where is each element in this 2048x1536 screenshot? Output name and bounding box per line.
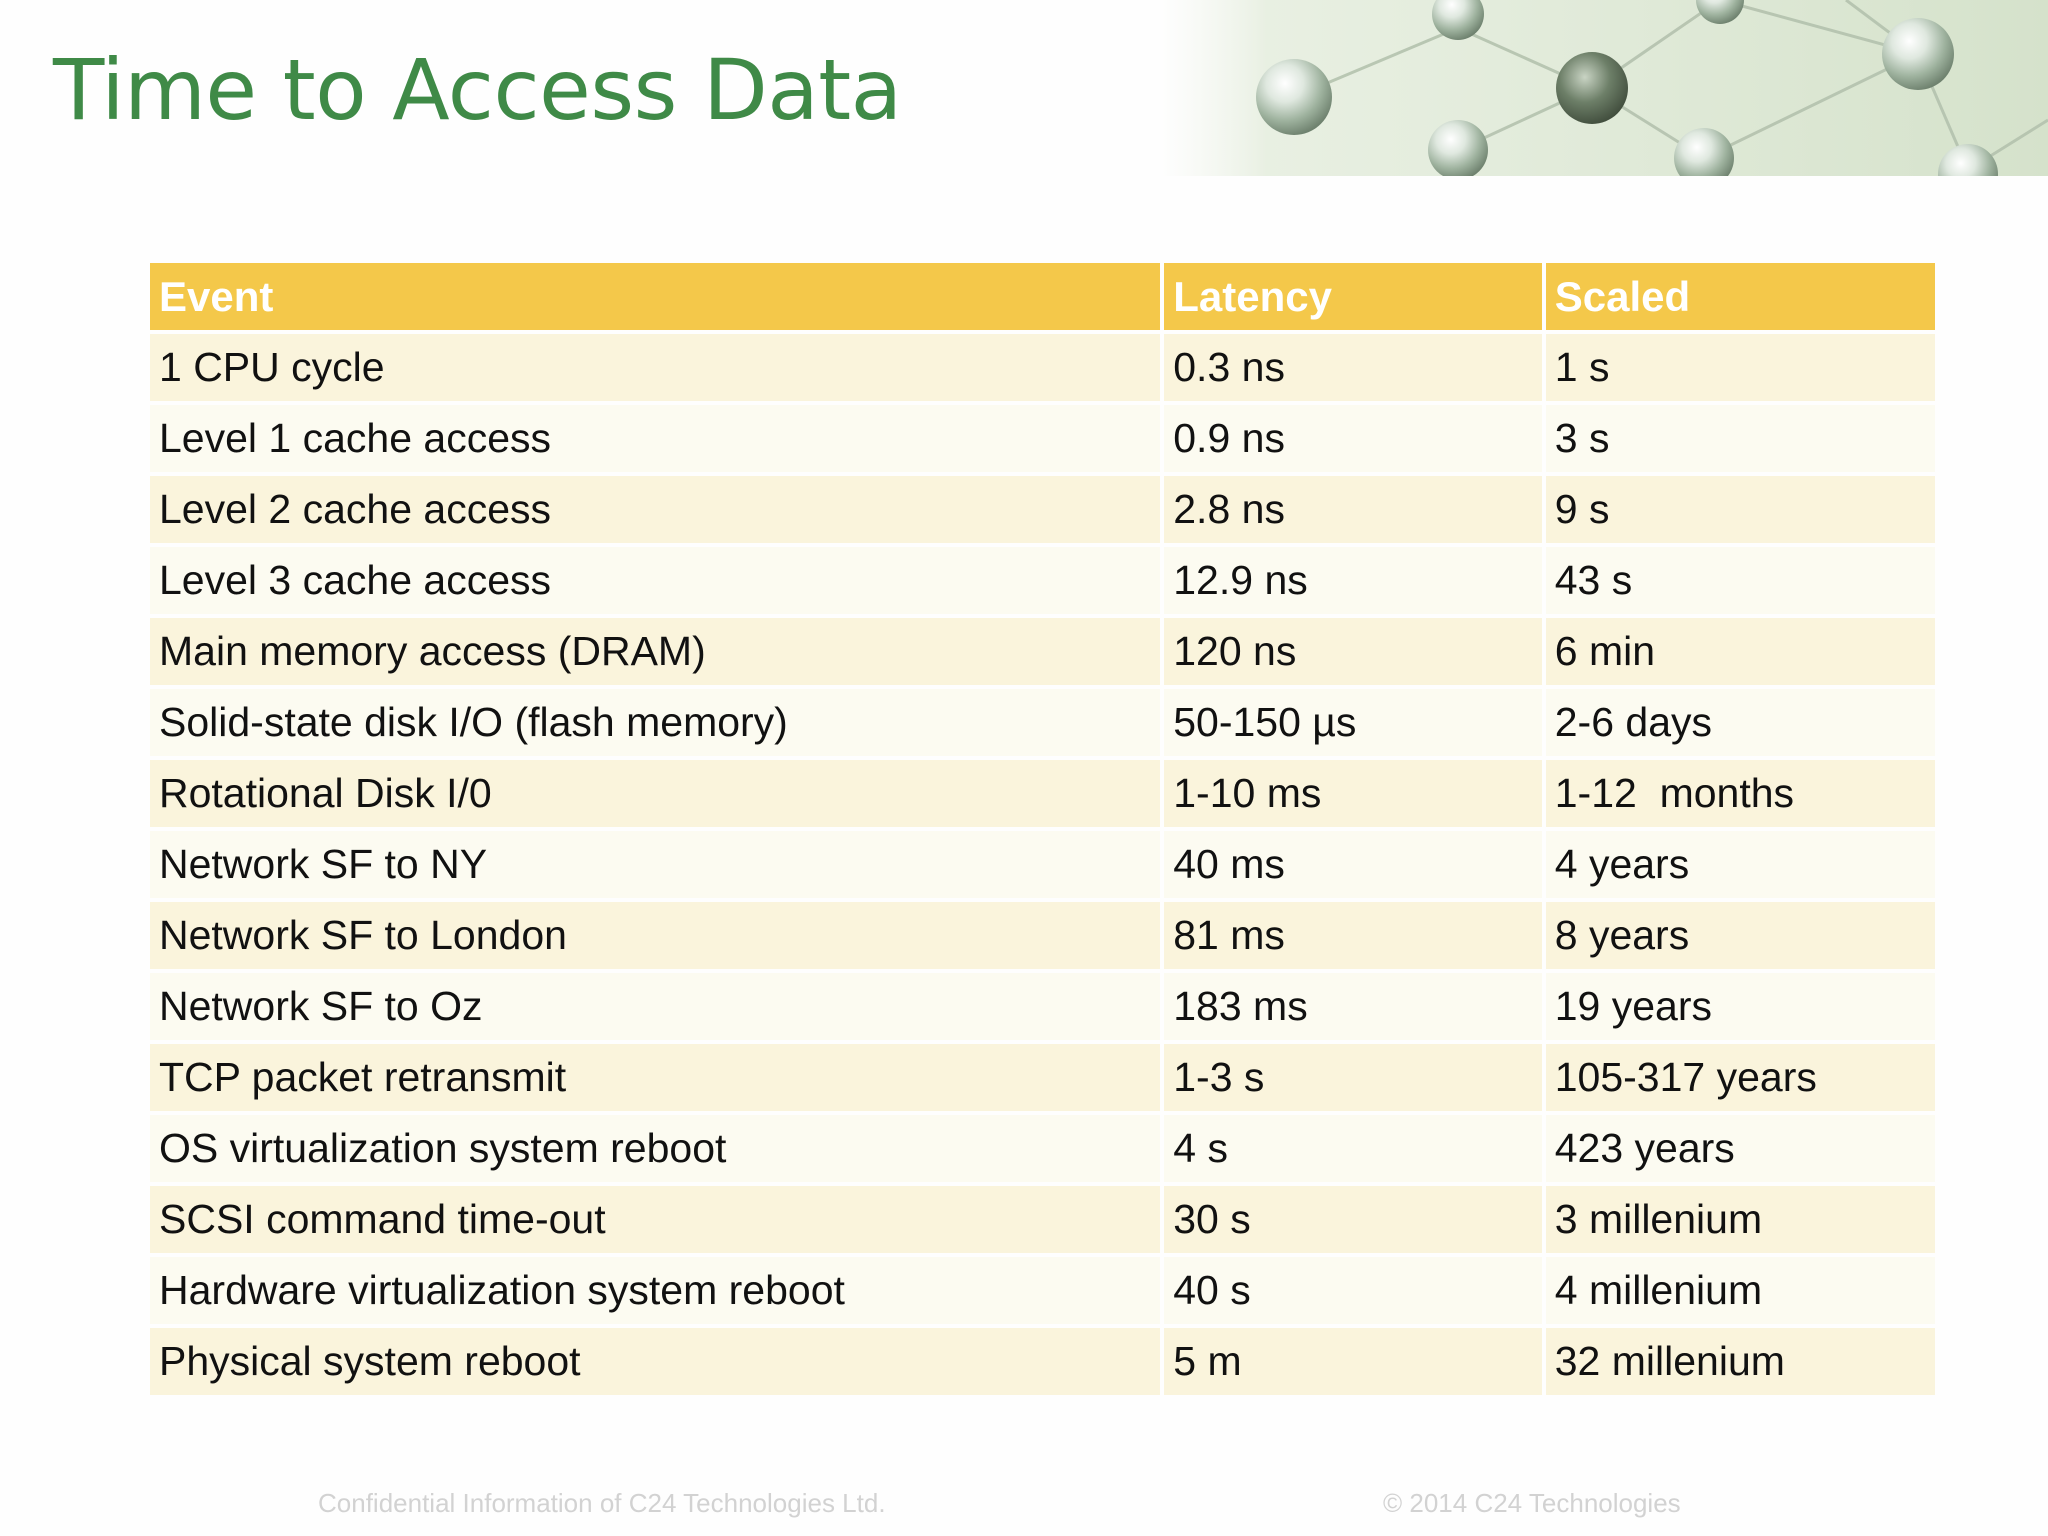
- latency-table: Event Latency Scaled 1 CPU cycle 0.3 ns …: [146, 259, 1939, 1399]
- cell-event: Level 1 cache access: [150, 405, 1161, 472]
- cell-scaled: 19 years: [1545, 973, 1935, 1040]
- cell-latency: 30 s: [1164, 1186, 1542, 1253]
- footer-copyright: © 2014 C24 Technologies: [1383, 1488, 1681, 1518]
- table-row: Level 3 cache access 12.9 ns 43 s: [150, 547, 1935, 614]
- cell-latency: 5 m: [1164, 1328, 1542, 1395]
- header-latency: Latency: [1164, 263, 1542, 330]
- cell-latency: 2.8 ns: [1164, 476, 1542, 543]
- cell-scaled: 43 s: [1545, 547, 1935, 614]
- cell-event: Main memory access (DRAM): [150, 618, 1161, 685]
- cell-event: Hardware virtualization system reboot: [150, 1257, 1161, 1324]
- cell-scaled: 4 years: [1545, 831, 1935, 898]
- table-row: Level 1 cache access 0.9 ns 3 s: [150, 405, 1935, 472]
- table-header-row: Event Latency Scaled: [150, 263, 1935, 330]
- cell-event: Level 3 cache access: [150, 547, 1161, 614]
- cell-latency: 120 ns: [1164, 618, 1542, 685]
- table-row: Network SF to London 81 ms 8 years: [150, 902, 1935, 969]
- cell-latency: 1-10 ms: [1164, 760, 1542, 827]
- table-row: 1 CPU cycle 0.3 ns 1 s: [150, 334, 1935, 401]
- cell-event: Network SF to NY: [150, 831, 1161, 898]
- cell-event: Rotational Disk I/0: [150, 760, 1161, 827]
- cell-latency: 81 ms: [1164, 902, 1542, 969]
- header-scaled: Scaled: [1545, 263, 1935, 330]
- table-row: TCP packet retransmit 1-3 s 105-317 year…: [150, 1044, 1935, 1111]
- table-row: Physical system reboot 5 m 32 millenium: [150, 1328, 1935, 1395]
- cell-scaled: 32 millenium: [1545, 1328, 1935, 1395]
- cell-event: TCP packet retransmit: [150, 1044, 1161, 1111]
- cell-scaled: 4 millenium: [1545, 1257, 1935, 1324]
- cell-event: SCSI command time-out: [150, 1186, 1161, 1253]
- cell-scaled: 1 s: [1545, 334, 1935, 401]
- cell-event: OS virtualization system reboot: [150, 1115, 1161, 1182]
- table-row: Level 2 cache access 2.8 ns 9 s: [150, 476, 1935, 543]
- cell-latency: 40 ms: [1164, 831, 1542, 898]
- footer-confidential: Confidential Information of C24 Technolo…: [318, 1488, 886, 1518]
- cell-latency: 40 s: [1164, 1257, 1542, 1324]
- table-row: Main memory access (DRAM) 120 ns 6 min: [150, 618, 1935, 685]
- table-row: OS virtualization system reboot 4 s 423 …: [150, 1115, 1935, 1182]
- table-row: SCSI command time-out 30 s 3 millenium: [150, 1186, 1935, 1253]
- cell-event: Level 2 cache access: [150, 476, 1161, 543]
- cell-latency: 1-3 s: [1164, 1044, 1542, 1111]
- cell-event: Physical system reboot: [150, 1328, 1161, 1395]
- table-row: Solid-state disk I/O (flash memory) 50-1…: [150, 689, 1935, 756]
- cell-latency: 50-150 µs: [1164, 689, 1542, 756]
- cell-scaled: 423 years: [1545, 1115, 1935, 1182]
- header-event: Event: [150, 263, 1161, 330]
- cell-scaled: 6 min: [1545, 618, 1935, 685]
- cell-scaled: 3 s: [1545, 405, 1935, 472]
- cell-latency: 12.9 ns: [1164, 547, 1542, 614]
- table-row: Hardware virtualization system reboot 40…: [150, 1257, 1935, 1324]
- table-row: Rotational Disk I/0 1-10 ms 1-12 months: [150, 760, 1935, 827]
- cell-event: 1 CPU cycle: [150, 334, 1161, 401]
- cell-scaled: 8 years: [1545, 902, 1935, 969]
- cell-scaled: 2-6 days: [1545, 689, 1935, 756]
- slide-title: Time to Access Data: [53, 41, 902, 139]
- cell-latency: 0.9 ns: [1164, 405, 1542, 472]
- cell-event: Network SF to London: [150, 902, 1161, 969]
- cell-scaled: 9 s: [1545, 476, 1935, 543]
- cell-latency: 0.3 ns: [1164, 334, 1542, 401]
- cell-event: Solid-state disk I/O (flash memory): [150, 689, 1161, 756]
- cell-event: Network SF to Oz: [150, 973, 1161, 1040]
- cell-scaled: 105-317 years: [1545, 1044, 1935, 1111]
- cell-scaled: 3 millenium: [1545, 1186, 1935, 1253]
- table-row: Network SF to Oz 183 ms 19 years: [150, 973, 1935, 1040]
- cell-latency: 4 s: [1164, 1115, 1542, 1182]
- cell-scaled: 1-12 months: [1545, 760, 1935, 827]
- cell-latency: 183 ms: [1164, 973, 1542, 1040]
- network-spheres-image: [1160, 0, 2048, 176]
- table-row: Network SF to NY 40 ms 4 years: [150, 831, 1935, 898]
